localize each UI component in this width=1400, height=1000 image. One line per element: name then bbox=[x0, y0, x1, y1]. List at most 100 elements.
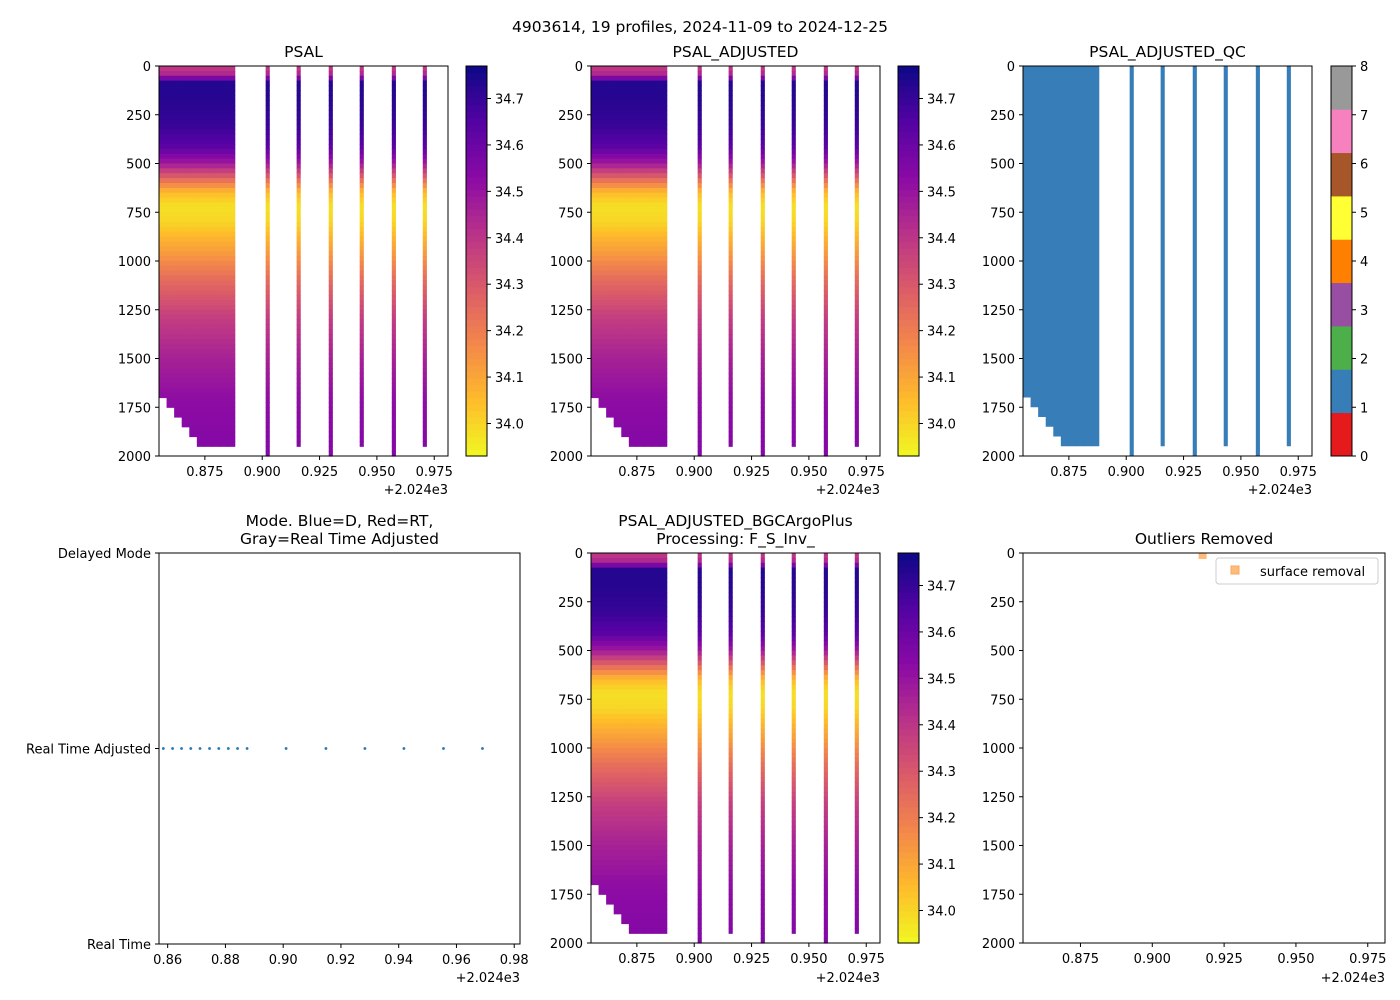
heatmap-cell bbox=[166, 290, 175, 296]
colorbar-segment bbox=[466, 391, 487, 399]
heatmap-cell bbox=[598, 738, 607, 744]
heatmap-cell bbox=[204, 261, 213, 267]
heatmap-cell bbox=[606, 874, 615, 881]
heatmap-cell bbox=[643, 918, 653, 925]
heatmap-cell bbox=[391, 217, 396, 223]
heatmap-cell bbox=[189, 363, 198, 369]
heatmap-cell bbox=[823, 222, 828, 228]
heatmap-cell bbox=[636, 168, 645, 174]
heatmap-cell bbox=[204, 324, 213, 330]
heatmap-cell bbox=[636, 222, 645, 228]
heatmap-cell bbox=[643, 222, 653, 228]
heatmap-cell bbox=[636, 309, 645, 316]
heatmap-cell bbox=[613, 197, 622, 204]
heatmap-cell bbox=[643, 261, 653, 267]
heatmap-cell bbox=[628, 694, 638, 700]
heatmap-cell bbox=[791, 557, 796, 564]
heatmap-cell bbox=[196, 246, 206, 252]
heatmap-cell bbox=[760, 353, 765, 360]
heatmap-cell bbox=[296, 397, 301, 403]
heatmap-cell bbox=[659, 645, 668, 652]
heatmap-cell bbox=[760, 923, 765, 929]
heatmap-cell bbox=[643, 431, 653, 438]
heatmap-cell bbox=[651, 309, 660, 316]
colorbar-segment bbox=[898, 358, 919, 366]
heatmap-cell bbox=[606, 826, 615, 832]
colorbar-segment bbox=[1331, 239, 1352, 284]
colorbar-segment bbox=[898, 839, 919, 847]
heatmap-cell bbox=[854, 855, 859, 861]
heatmap-cell bbox=[591, 241, 600, 247]
heatmap-cell bbox=[166, 285, 175, 291]
heatmap-cell bbox=[227, 329, 236, 335]
heatmap-cell bbox=[296, 382, 301, 389]
heatmap-cell bbox=[621, 348, 630, 355]
heatmap-cell bbox=[219, 66, 228, 72]
heatmap-cell bbox=[823, 801, 828, 808]
heatmap-cell bbox=[643, 153, 653, 160]
heatmap-cell bbox=[606, 80, 615, 87]
heatmap-cell bbox=[621, 144, 630, 150]
heatmap-cell bbox=[643, 246, 653, 252]
heatmap-cell bbox=[636, 679, 645, 686]
heatmap-cell bbox=[359, 207, 364, 213]
heatmap-cell bbox=[591, 300, 600, 306]
heatmap-cell bbox=[823, 938, 828, 944]
heatmap-cell bbox=[219, 236, 228, 243]
heatmap-cell bbox=[227, 129, 236, 135]
heatmap-cell bbox=[613, 733, 622, 739]
heatmap-cell bbox=[651, 95, 660, 101]
heatmap-cell bbox=[636, 796, 645, 803]
heatmap-cell bbox=[621, 635, 630, 642]
heatmap-cell bbox=[422, 109, 427, 116]
heatmap-cell bbox=[166, 100, 175, 106]
heatmap-cell bbox=[791, 816, 796, 822]
heatmap-cell bbox=[613, 85, 622, 91]
heatmap-cell bbox=[636, 606, 645, 613]
heatmap-cell bbox=[296, 329, 301, 335]
heatmap-cell bbox=[227, 421, 236, 428]
heatmap-cell bbox=[359, 163, 364, 169]
heatmap-cell bbox=[760, 348, 765, 355]
heatmap-cell bbox=[636, 334, 645, 340]
heatmap-cell bbox=[854, 684, 859, 691]
colorbar-segment bbox=[898, 832, 919, 840]
heatmap-cell bbox=[328, 226, 333, 233]
heatmap-cell bbox=[854, 129, 859, 135]
heatmap-cell bbox=[854, 148, 859, 155]
heatmap-cell bbox=[628, 553, 638, 559]
heatmap-cell bbox=[328, 382, 333, 389]
heatmap-cell bbox=[204, 290, 213, 296]
heatmap-cell bbox=[621, 236, 630, 243]
heatmap-cell bbox=[628, 66, 638, 72]
heatmap-cell bbox=[651, 752, 660, 759]
heatmap-cell bbox=[659, 650, 668, 656]
heatmap-cell bbox=[643, 368, 653, 374]
y-tick-label: 750 bbox=[126, 206, 151, 221]
heatmap-cell bbox=[211, 358, 221, 364]
colorbar-segment bbox=[898, 657, 919, 665]
heatmap-cell bbox=[296, 158, 301, 165]
heatmap-cell bbox=[651, 796, 660, 803]
y-tick-label: 1750 bbox=[118, 401, 151, 416]
heatmap-cell bbox=[651, 913, 660, 920]
heatmap-cell bbox=[598, 621, 607, 627]
heatmap-cell bbox=[621, 373, 630, 379]
heatmap-cell bbox=[328, 222, 333, 228]
heatmap-cell bbox=[621, 426, 630, 433]
heatmap-cell bbox=[359, 334, 364, 340]
legend: surface removal bbox=[1215, 557, 1379, 585]
heatmap-cell bbox=[422, 148, 427, 155]
heatmap-cell bbox=[659, 635, 668, 642]
heatmap-cell bbox=[265, 173, 270, 179]
heatmap-cell bbox=[760, 134, 765, 140]
heatmap-cell bbox=[659, 640, 668, 647]
colorbar-segment bbox=[466, 449, 487, 457]
heatmap-cell bbox=[296, 114, 301, 121]
heatmap-cell bbox=[166, 105, 175, 111]
heatmap-cell bbox=[296, 139, 301, 145]
heatmap-cell bbox=[621, 353, 630, 360]
heatmap-cell bbox=[651, 144, 660, 150]
heatmap-cell bbox=[728, 290, 733, 296]
mode-point bbox=[180, 747, 183, 750]
